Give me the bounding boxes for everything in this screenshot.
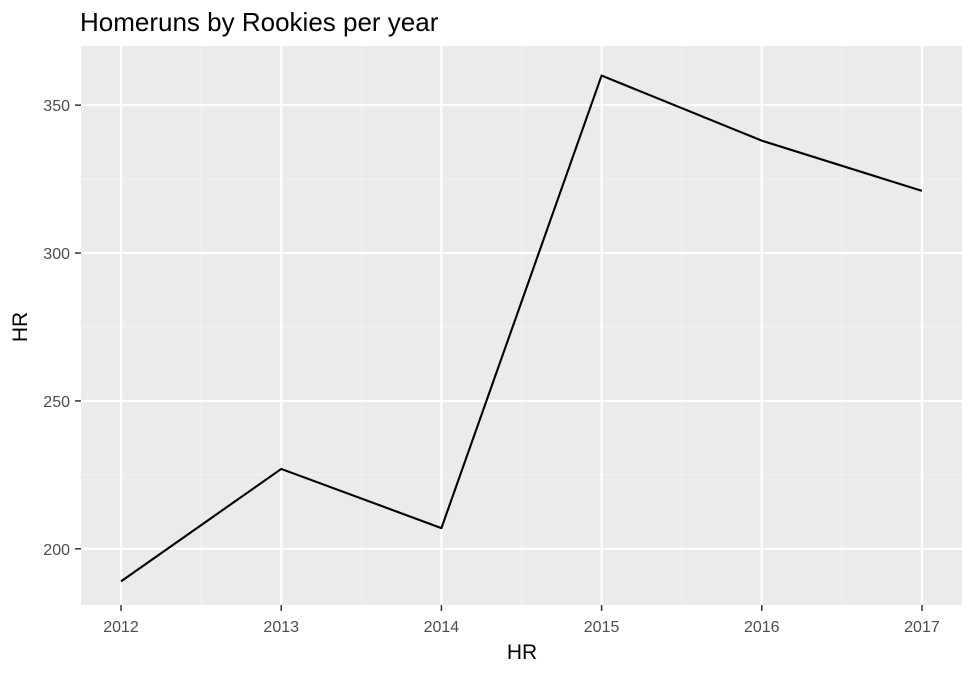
y-tick-label: 350 — [43, 98, 70, 115]
y-tick-label: 300 — [43, 246, 70, 263]
x-axis: 2012 2013 2014 2015 2016 2017 — [103, 605, 940, 636]
chart-title: Homeruns by Rookies per year — [80, 7, 439, 37]
x-tick-label: 2012 — [103, 619, 139, 636]
x-tick-label: 2017 — [904, 619, 940, 636]
x-tick-label: 2014 — [424, 619, 460, 636]
y-tick-label: 250 — [43, 394, 70, 411]
x-tick-label: 2013 — [263, 619, 299, 636]
minor-gridlines — [81, 46, 962, 605]
y-tick-label: 200 — [43, 542, 70, 559]
x-tick-label: 2015 — [584, 619, 620, 636]
x-tick-label: 2016 — [744, 619, 780, 636]
x-axis-title: HR — [507, 641, 537, 664]
series-line — [120, 74, 923, 583]
y-axis: 200 250 300 350 — [43, 98, 81, 559]
major-gridlines — [81, 46, 962, 605]
y-axis-title: HR — [9, 312, 32, 342]
series-layer — [120, 74, 923, 583]
